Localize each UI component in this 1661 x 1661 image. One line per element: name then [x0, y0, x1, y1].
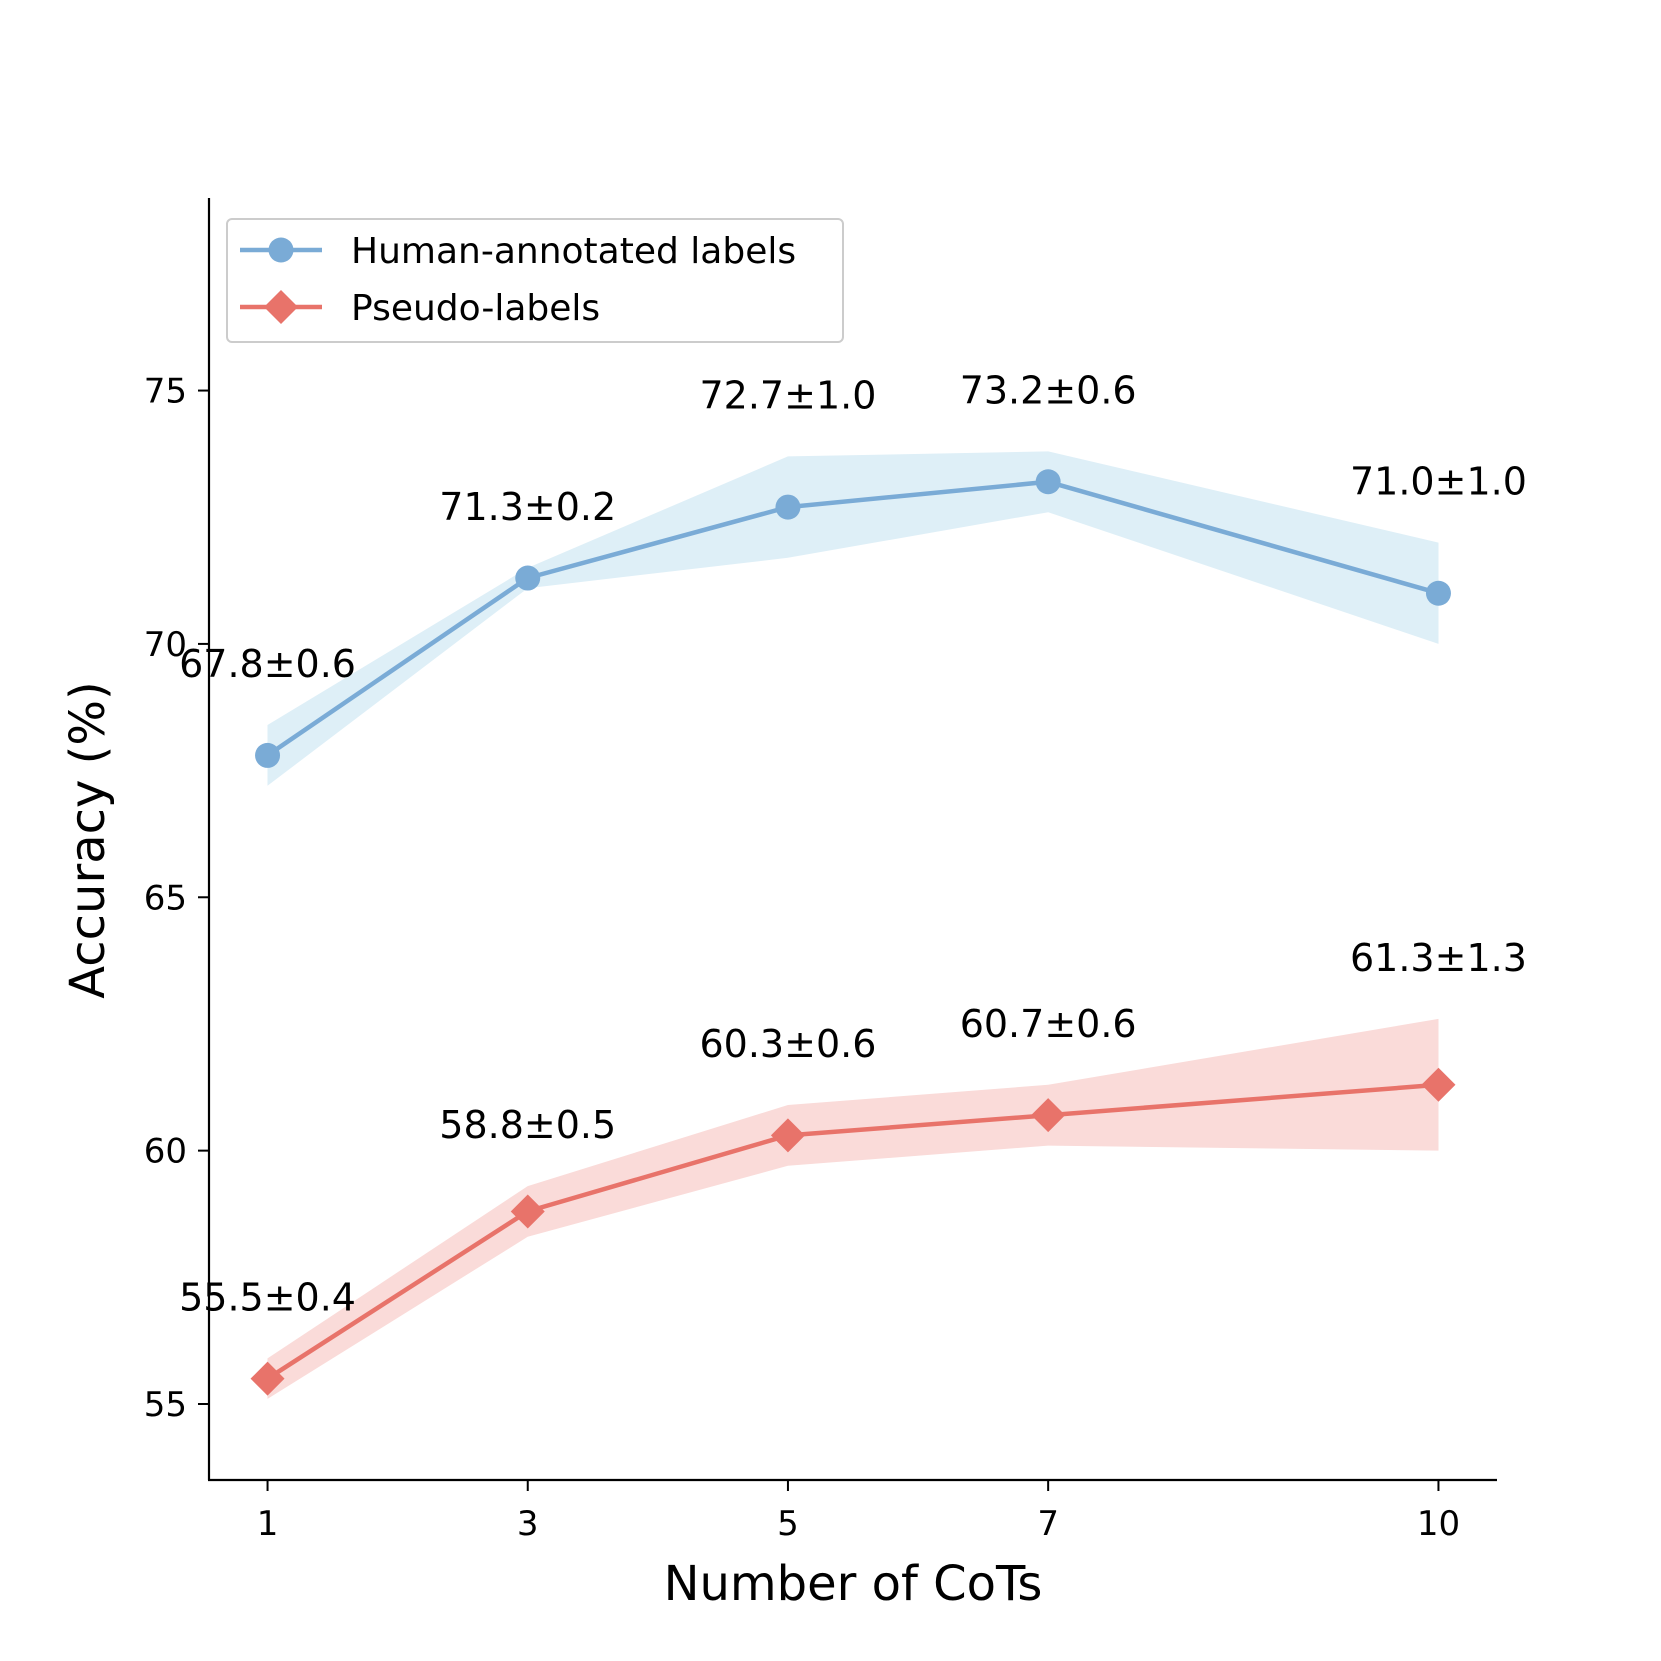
legend-pseudo-marker — [264, 290, 298, 324]
human-value-label: 72.7±1.0 — [700, 373, 877, 417]
pseudo-band — [267, 1018, 1439, 1399]
legend: Human-annotated labels Pseudo-labels — [226, 218, 844, 343]
confidence-bands — [267, 451, 1439, 1399]
legend-human-label: Human-annotated labels — [351, 231, 796, 272]
y-tick-label: 65 — [144, 878, 187, 918]
legend-pseudo-label: Pseudo-labels — [351, 288, 600, 329]
legend-human-marker — [268, 237, 294, 263]
x-ticks: 1 3 5 7 10 — [257, 1480, 1460, 1544]
human-value-label: 71.0±1.0 — [1350, 460, 1527, 504]
pseudo-point — [1031, 1098, 1066, 1133]
pseudo-value-label: 58.8±0.5 — [439, 1103, 616, 1147]
pseudo-point — [510, 1194, 545, 1229]
human-point — [775, 494, 801, 520]
pseudo-value-label: 55.5±0.4 — [179, 1275, 356, 1319]
human-point — [1035, 469, 1061, 495]
y-tick-label: 55 — [144, 1385, 187, 1425]
y-tick-label: 60 — [144, 1132, 187, 1172]
human-point — [255, 742, 281, 768]
x-tick-label: 1 — [257, 1504, 279, 1544]
pseudo-value-label: 60.3±0.6 — [700, 1022, 877, 1066]
human-point — [515, 565, 541, 591]
y-axis-title: Accuracy (%) — [60, 681, 116, 998]
x-tick-label: 5 — [777, 1504, 799, 1544]
axes: 1 3 5 7 10 55 60 65 70 75 — [144, 198, 1497, 1544]
y-tick-label: 70 — [144, 625, 187, 665]
y-ticks: 55 60 65 70 75 — [144, 372, 209, 1425]
pseudo-value-label: 61.3±1.3 — [1350, 936, 1527, 980]
value-labels: 67.8±0.6 71.3±0.2 72.7±1.0 73.2±0.6 71.0±1.0… — [179, 368, 1527, 1319]
pseudo-point — [770, 1118, 805, 1153]
human-value-label: 73.2±0.6 — [960, 368, 1137, 412]
human-band — [267, 451, 1439, 786]
human-point — [1425, 580, 1451, 606]
pseudo-point — [250, 1361, 285, 1396]
pseudo-point — [1421, 1067, 1456, 1102]
series-markers — [250, 469, 1456, 1396]
legend-frame — [226, 218, 844, 343]
pseudo-value-label: 60.7±0.6 — [960, 1002, 1137, 1046]
x-tick-label: 3 — [517, 1504, 539, 1544]
x-tick-label: 10 — [1417, 1504, 1460, 1544]
human-value-label: 71.3±0.2 — [439, 485, 616, 529]
y-tick-label: 75 — [144, 372, 187, 412]
x-axis-title: Number of CoTs — [664, 1556, 1043, 1612]
x-tick-label: 7 — [1037, 1504, 1059, 1544]
human-value-label: 67.8±0.6 — [179, 642, 356, 686]
